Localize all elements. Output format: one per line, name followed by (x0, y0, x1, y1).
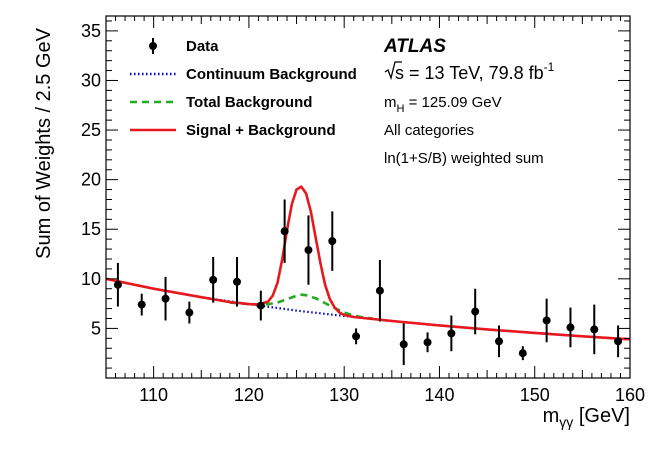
legend-data-marker (149, 42, 157, 50)
y-tick-label-20: 20 (81, 170, 101, 190)
x-tick-label-140: 140 (424, 385, 454, 405)
y-tick-label-30: 30 (81, 70, 101, 90)
data-point-0 (113, 280, 122, 289)
plot-frame (105, 15, 631, 379)
y-axis-title: Sum of Weights / 2.5 GeV (33, 27, 55, 259)
y-tick-label-15: 15 (81, 219, 101, 239)
y-tick-label-25: 25 (81, 120, 101, 140)
legend-label-signal-plus-background: Signal + Background (186, 122, 336, 139)
data-point-15 (471, 307, 480, 316)
data-point-12 (399, 340, 408, 349)
data-point-20 (590, 325, 599, 334)
annotations: ATLAS s = 13 TeV, 79.8 fb-1 mH = 125.09 … (383, 36, 555, 167)
data-point-18 (542, 316, 551, 325)
experiment-label: ATLAS (383, 36, 446, 57)
data-point-10 (352, 332, 361, 341)
data-point-21 (614, 337, 623, 346)
categories-label: All categories (384, 122, 474, 139)
y-tick-label-5: 5 (91, 318, 101, 338)
legend-label-continuum-background: Continuum Background (186, 66, 357, 83)
x-tick-label-110: 110 (139, 385, 168, 405)
weighting-label: ln(1+S/B) weighted sum (384, 150, 544, 167)
y-tick-label-10: 10 (81, 269, 101, 289)
y-tick-label-35: 35 (81, 21, 101, 41)
data-point-9 (328, 237, 337, 246)
legend-label-total-background: Total Background (186, 94, 312, 111)
data-point-2 (161, 294, 170, 303)
data-point-19 (566, 323, 575, 332)
data-point-17 (518, 349, 527, 358)
data-point-8 (304, 246, 313, 255)
energy-luminosity-label: s = 13 TeV, 79.8 fb-1 (395, 60, 555, 83)
data-point-7 (280, 227, 289, 236)
sqrt-symbol (384, 61, 402, 81)
total-background-curve (229, 293, 373, 320)
x-tick-label-160: 160 (615, 385, 645, 405)
x-axis-title: mγγ [GeV] (543, 405, 630, 430)
data-point-16 (495, 337, 503, 346)
data-point-5 (233, 277, 241, 286)
higgs-mass-label: mH = 125.09 GeV (384, 94, 502, 115)
data-point-14 (447, 329, 456, 338)
legend: Data Continuum Background Total Backgrou… (130, 38, 357, 139)
legend-label-data: Data (186, 38, 219, 55)
data-point-13 (423, 338, 432, 347)
x-tick-label-130: 130 (329, 385, 359, 405)
data-point-6 (256, 301, 265, 310)
data-point-4 (209, 275, 218, 284)
data-point-1 (137, 300, 146, 309)
data-point-11 (375, 286, 384, 295)
plot-elements: 110 120 130 140 150 160 5 10 15 20 25 30 35 (81, 15, 645, 405)
x-tick-label-120: 120 (234, 385, 264, 405)
data-point-3 (185, 308, 194, 317)
x-tick-label-150: 150 (520, 385, 550, 405)
